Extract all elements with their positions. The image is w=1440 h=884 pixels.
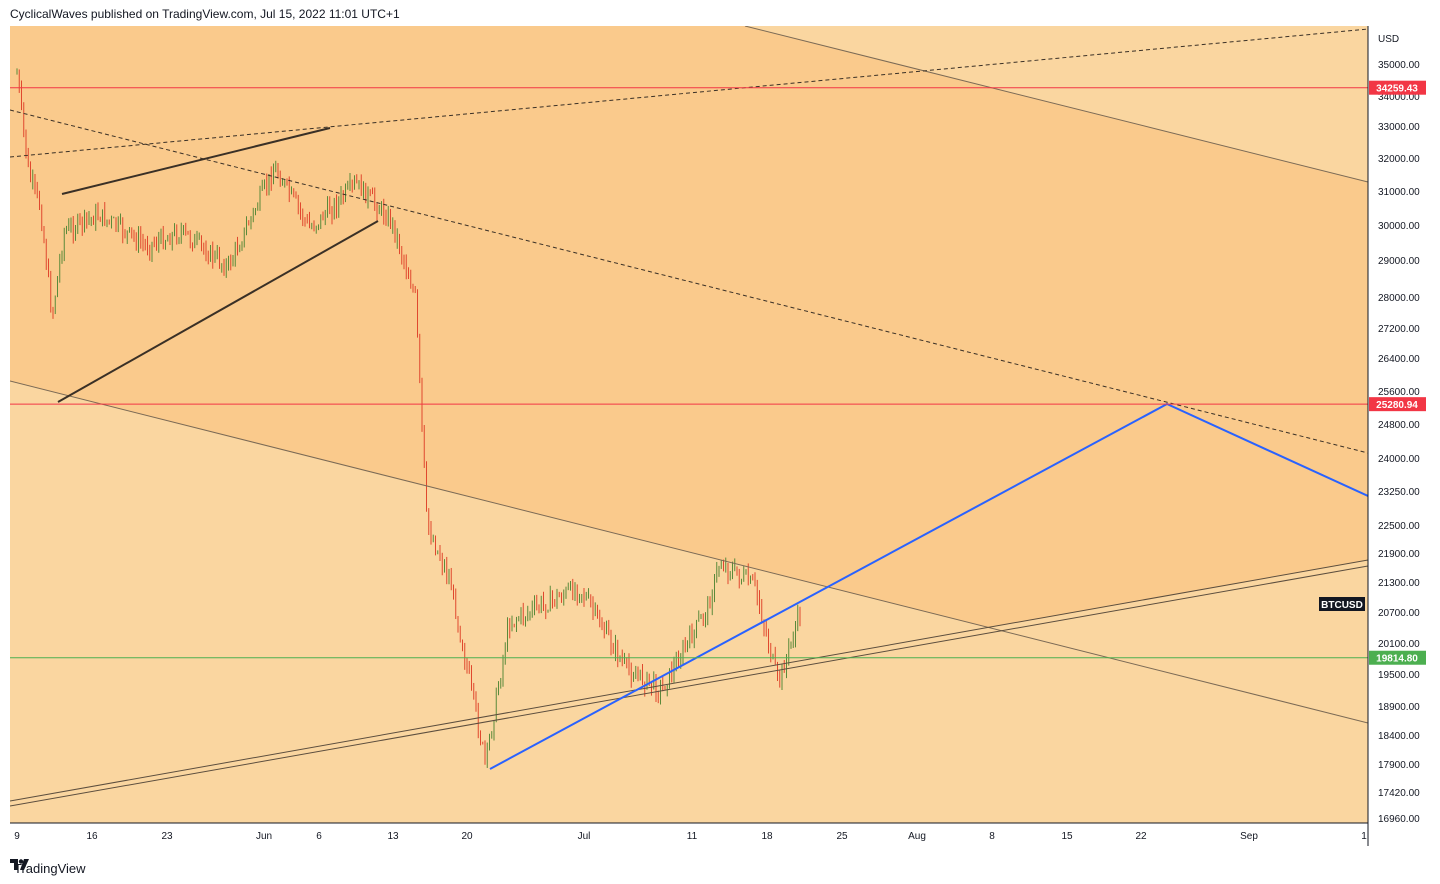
attribution-header: CyclicalWaves published on TradingView.c… [10,7,400,21]
time-axis-tick-label: Jun [256,831,272,842]
channel-upper-line [744,26,1368,183]
support-line-b [10,565,1368,807]
channel-lower-line [10,380,1368,724]
symbol-label-tag: BTCUSD [1319,597,1365,611]
price-axis-tick-label: 24000.00 [1378,454,1420,465]
price-axis-tick-label: 25600.00 [1378,387,1420,398]
price-level-tag-bg [1369,80,1426,95]
time-axis-tick-label: 23 [161,831,173,842]
price-axis-tick-label: 20700.00 [1378,608,1420,619]
time-axis-tick-label: 20 [461,831,473,842]
price-axis-tick-label: 19500.00 [1378,670,1420,681]
price-axis-tick-label: 24800.00 [1378,420,1420,431]
price-axis-tick-label: 29000.00 [1378,256,1420,267]
time-axis-tick-label: 25 [836,831,848,842]
price-level-tag-label: 34259.43 [1376,84,1418,95]
price-axis-unit: USD [1378,34,1399,45]
price-axis-tick-label: 32000.00 [1378,154,1420,165]
price-axis-tick-label: 28000.00 [1378,293,1420,304]
price-axis-tick-label: 27200.00 [1378,324,1420,335]
price-level-tag-label: 19814.80 [1376,654,1418,665]
price-axis[interactable]: 35000.00 34000.00 33000.00 32000.00 31000.00… [1378,60,1420,825]
price-axis-tick-label: 17420.00 [1378,788,1420,799]
price-axis-tick-label: 22500.00 [1378,521,1420,532]
time-axis-tick-label: 13 [387,831,399,842]
price-axis-tick-label: 16960.00 [1378,814,1420,825]
support-line-a [10,559,1368,802]
channel-band-upper [10,26,1368,723]
time-axis-tick-label: Sep [1240,831,1258,842]
wedge-bottom-line [57,220,379,403]
price-axis-tick-label: 34000.00 [1378,92,1420,103]
price-axis-tick-label: 26400.00 [1378,354,1420,365]
price-axis-tick-label: 21900.00 [1378,549,1420,560]
price-level-tag: 34259.43 [1369,80,1426,95]
time-axis[interactable]: 9 16 23 Jun 6 13 20 Jul 11 18 25 Aug 8 15 22 Sep 1 [14,831,1367,842]
price-axis-tick-label: 33000.00 [1378,122,1420,133]
symbol-label: BTCUSD [1321,600,1363,611]
price-axis-tick-label: 21300.00 [1378,578,1420,589]
footer-brand[interactable]: TradingView [10,859,86,877]
price-level-tag: 19814.80 [1369,650,1426,665]
price-axis-tick-label: 20100.00 [1378,639,1420,650]
time-axis-tick-label: 22 [1135,831,1147,842]
time-axis-tick-label: 9 [14,831,20,842]
price-axis-tick-label: 17900.00 [1378,760,1420,771]
time-axis-tick-label: 15 [1061,831,1073,842]
candles-group [16,68,801,768]
price-axis-tick-label: 18900.00 [1378,702,1420,713]
price-axis-tick-label: 23250.00 [1378,487,1420,498]
time-axis-tick-label: 11 [687,831,698,842]
price-level-tag-label: 25280.94 [1376,400,1418,411]
dashed-upper-trendline [10,28,1368,158]
price-axis-tick-label: 31000.00 [1378,187,1420,198]
price-level-tag-bg [1369,397,1426,412]
wedge-top-line [61,127,331,195]
time-axis-tick-label: Aug [908,831,926,842]
time-axis-tick-label: 6 [316,831,322,842]
price-axis-tick-label: 30000.00 [1378,221,1420,232]
price-axis-tick-label: 18400.00 [1378,731,1420,742]
time-axis-tick-label: 18 [761,831,773,842]
time-axis-tick-label: Jul [578,831,591,842]
price-level-tag: 25280.94 [1369,397,1426,412]
time-axis-tick-label: 8 [989,831,995,842]
price-axis-tick-label: 35000.00 [1378,60,1420,71]
time-axis-tick-label: 1 [1361,831,1367,842]
time-axis-tick-label: 16 [86,831,98,842]
brand-name: TradingView [14,860,86,876]
price-level-tag-bg [1369,650,1426,665]
dashed-descending-trendline [10,109,1368,454]
